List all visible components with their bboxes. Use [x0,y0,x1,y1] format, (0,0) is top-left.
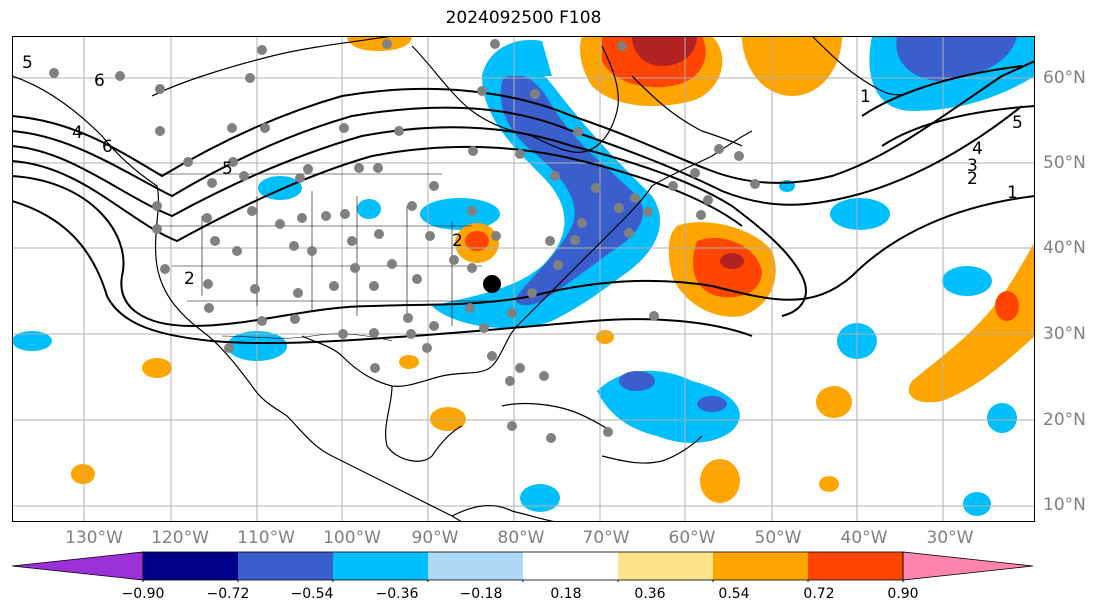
map-panel: 5 6 5 6 4 2 2 4 3 2 1 5 1 [12,36,1035,522]
colorbar-segment [713,552,808,580]
colorbar-tick-label: −0.90 [121,586,165,602]
contour-label: 1 [860,87,871,107]
longitude-label: 90°W [411,528,459,548]
colorbar-segment [143,552,238,580]
colorbar-tick-label: 0.18 [550,586,582,602]
longitude-label: 60°W [668,528,716,548]
shaded-anomaly-fields [12,36,1035,516]
colorbar-tick-label: −0.36 [375,586,419,602]
contour-labels: 5 6 5 6 4 2 2 4 3 2 1 5 1 [22,53,1023,289]
contour-label: 4 [972,139,983,159]
colorbar [11,551,1034,582]
colorbar-tick-label: 0.90 [887,586,919,602]
colorbar-tick-label: 0.54 [718,586,750,602]
colorbar-segment [523,552,618,580]
contour-label: 3 [967,156,978,176]
colorbar-segment [238,552,333,580]
colorbar-tick-label: −0.18 [459,586,503,602]
latitude-label: 10°N [1043,495,1086,515]
contour-label: 6 [102,137,113,157]
contour-label: 5 [222,159,233,179]
contour-label: 5 [22,53,33,73]
colorbar-segment [618,552,713,580]
station-dots [49,39,760,443]
contour-label: 2 [452,231,463,251]
longitude-label: 50°W [754,528,802,548]
location-marker [483,275,501,293]
latitude-label: 30°N [1043,324,1086,344]
latitude-label: 50°N [1043,153,1086,173]
colorbar-extend-high [902,551,1034,581]
contour-label: 2 [184,269,195,289]
longitude-label: 80°W [497,528,545,548]
longitude-label: 120°W [151,528,209,548]
longitude-label: 100°W [323,528,381,548]
contour-label: 1 [1007,183,1018,203]
colorbar-extend-low [11,551,144,581]
longitude-label: 110°W [237,528,295,548]
longitude-label: 130°W [65,528,123,548]
latitude-label: 60°N [1043,68,1086,88]
latitude-label: 20°N [1043,410,1086,430]
contour-label: 6 [94,71,105,91]
height-contours [12,60,1035,345]
contour-label: 5 [1012,113,1023,133]
colorbar-tick-label: −0.72 [206,586,250,602]
longitude-label: 30°W [926,528,974,548]
colorbar-tick-label: 0.72 [803,586,835,602]
contour-label: 2 [967,169,978,189]
longitude-label: 70°W [582,528,630,548]
contour-label: 4 [72,123,83,143]
colorbar-tick-label: 0.36 [634,586,666,602]
longitude-label: 40°W [840,528,888,548]
colorbar-tick-label: −0.54 [290,586,334,602]
colorbar-segment [333,552,428,580]
latitude-label: 40°N [1043,238,1086,258]
map-title: 2024092500 F108 [445,8,602,28]
colorbar-segment [428,552,523,580]
colorbar-segment [808,552,903,580]
